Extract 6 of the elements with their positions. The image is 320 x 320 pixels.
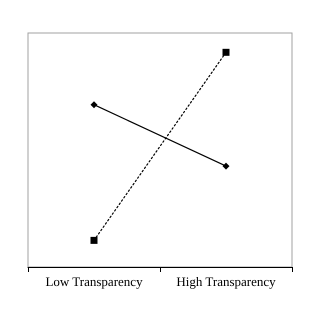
point (222, 48, 230, 56)
x-tick-label: Low Transparency (45, 274, 144, 289)
point (222, 162, 230, 170)
x-tick-label: High Transparency (176, 274, 276, 289)
point (90, 101, 98, 108)
point (90, 236, 98, 244)
